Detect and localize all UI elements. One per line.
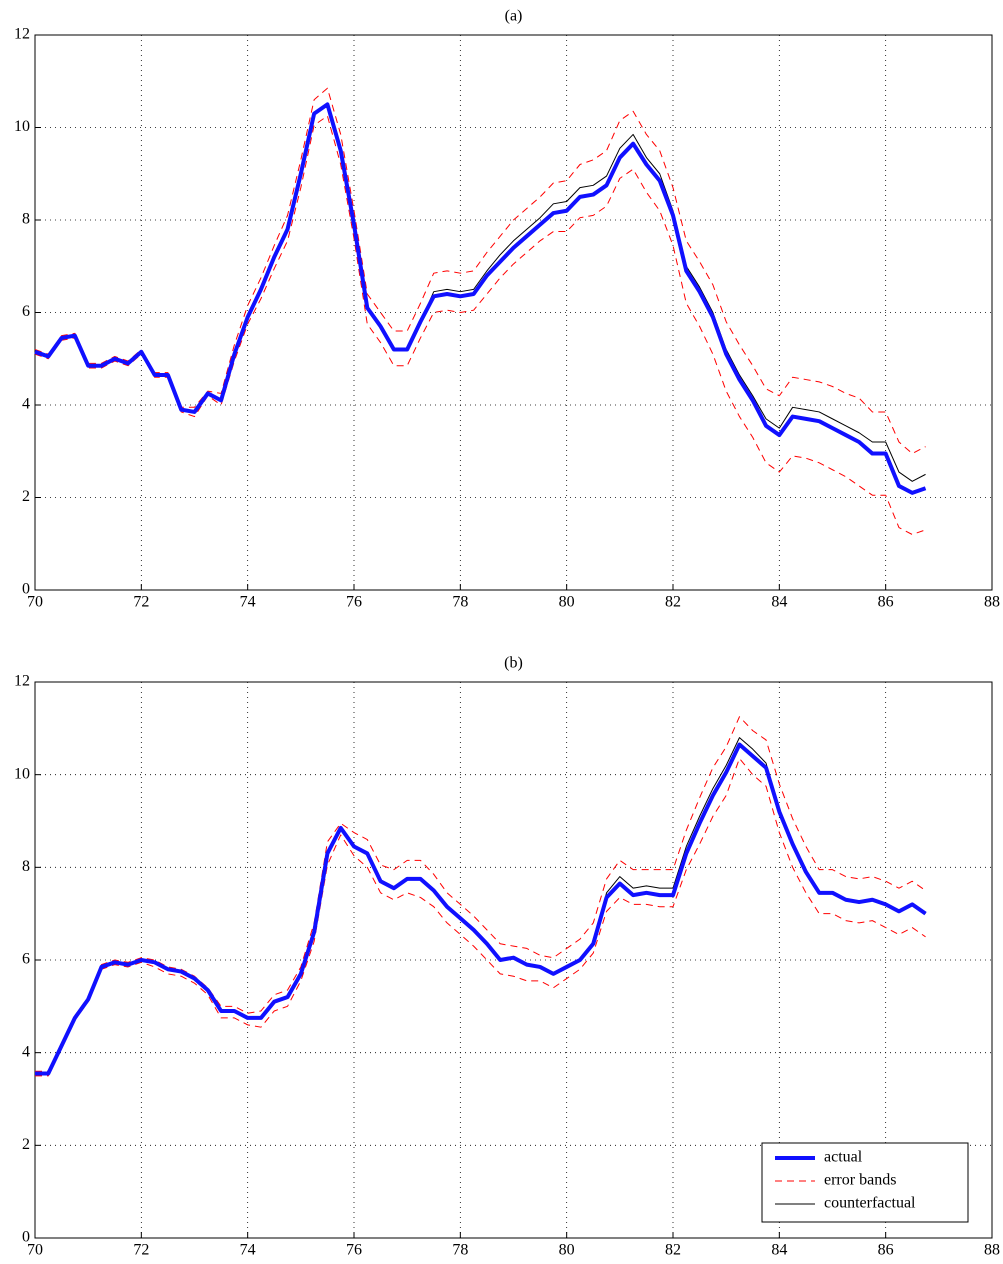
series-line [34,102,927,495]
x-tick-label: 80 [559,1242,575,1259]
y-tick-label: 10 [14,765,30,782]
plot-frame [34,681,993,1239]
series-line-lower [34,115,926,535]
x-tick-label: 74 [240,594,256,611]
series-line [34,103,926,482]
y-tick-label: 0 [22,1229,30,1246]
legend-label: actual [824,1149,863,1166]
y-tick-label: 10 [14,118,30,135]
x-tick-label: 84 [771,594,787,611]
x-tick-label: 82 [665,1242,681,1259]
x-tick-label: 72 [133,594,149,611]
x-tick-label: 82 [665,594,681,611]
x-tick-label: 70 [27,1242,43,1259]
x-tick-label: 84 [771,1242,787,1259]
y-tick-label: 12 [14,26,30,43]
x-tick-label: 80 [559,594,575,611]
x-tick-label: 88 [984,1242,1000,1259]
legend-label: counterfactual [824,1195,916,1212]
x-tick-label: 76 [346,594,362,611]
x-tick-label: 78 [452,594,468,611]
series-line [35,716,926,1072]
x-tick-label: 70 [27,594,43,611]
legend-label: error bands [824,1172,896,1189]
y-tick-label: 2 [22,1136,30,1153]
y-tick-label: 8 [22,211,30,228]
series-line [34,87,926,455]
y-tick-label: 4 [22,396,30,413]
legend: actual error bands counterfactual [761,1142,969,1223]
x-tick-label: 88 [984,594,1000,611]
y-tick-label: 4 [22,1043,30,1060]
series-line [35,737,926,1075]
y-tick-label: 12 [14,673,30,690]
series-line-lower [35,757,926,1077]
x-tick-label: 72 [133,1242,149,1259]
plot-frame [34,34,993,591]
x-tick-label: 86 [878,594,894,611]
chart-title: (b) [504,655,523,672]
x-tick-label: 86 [878,1242,894,1259]
series-line [35,742,927,1076]
y-tick-label: 0 [22,581,30,598]
x-tick-label: 78 [452,1242,468,1259]
x-tick-label: 76 [346,1242,362,1259]
y-tick-label: 6 [22,951,30,968]
y-tick-label: 2 [22,488,30,505]
x-tick-label: 74 [240,1242,256,1259]
chart-title: (a) [505,8,523,25]
y-tick-label: 6 [22,303,30,320]
y-tick-label: 8 [22,858,30,875]
